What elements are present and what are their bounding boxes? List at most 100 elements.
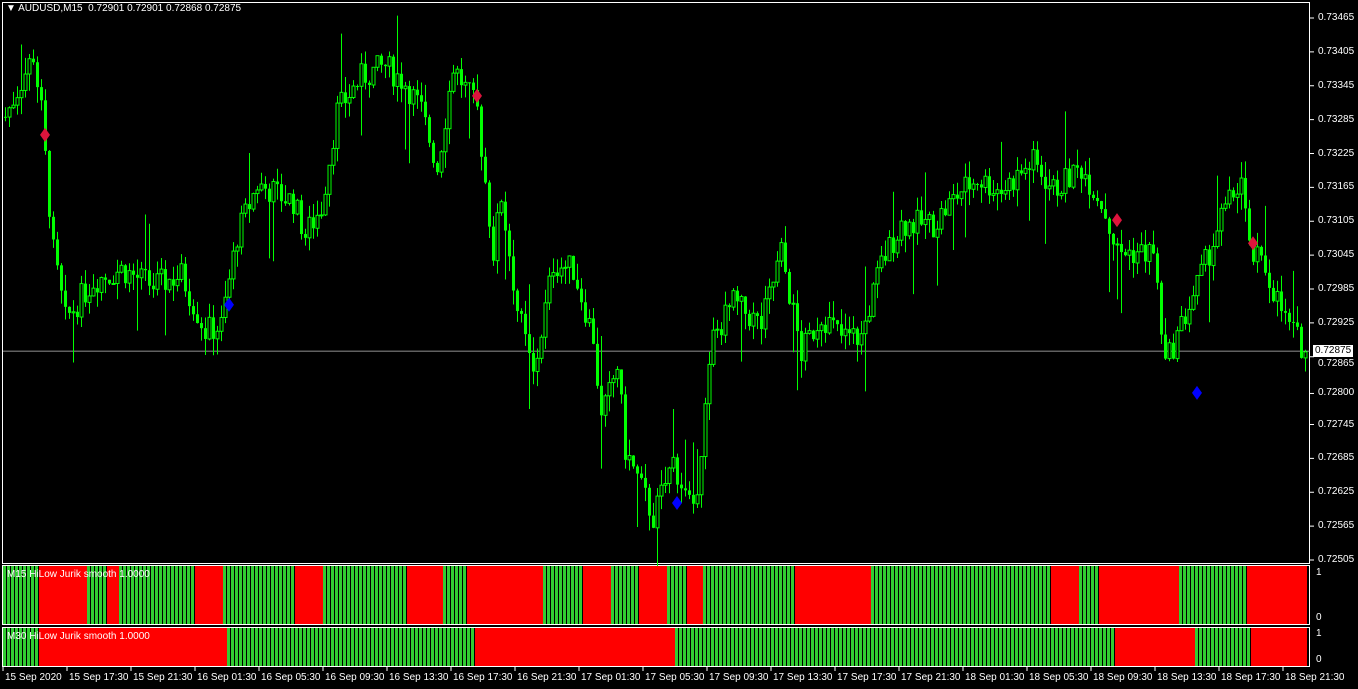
indicator-bar xyxy=(979,628,983,666)
candle-body xyxy=(1175,330,1180,360)
indicator-bar xyxy=(643,628,647,666)
indicator-bar xyxy=(863,628,867,666)
indicator-bar xyxy=(731,628,735,666)
indicator-bar xyxy=(783,566,787,624)
candle-body xyxy=(875,267,880,285)
indicator-bar xyxy=(59,566,63,624)
indicator-bar xyxy=(139,566,143,624)
indicator-bar xyxy=(995,628,999,666)
indicator-bar xyxy=(211,566,215,624)
indicator-bar xyxy=(331,628,335,666)
candle-body xyxy=(1071,164,1076,188)
candle-body xyxy=(884,256,887,261)
candle-body xyxy=(947,198,952,216)
indicator-bar xyxy=(295,628,299,666)
indicator-bar xyxy=(1299,566,1303,624)
indicator-bar xyxy=(951,566,955,624)
candle-body xyxy=(339,91,344,104)
candle-body xyxy=(1239,177,1244,195)
indicator-bar xyxy=(767,566,771,624)
candle-body xyxy=(1040,164,1043,177)
indicator-bar xyxy=(1115,628,1119,666)
candle-body xyxy=(1260,246,1263,256)
indicator-bar xyxy=(183,566,187,624)
indicator-bar xyxy=(587,566,591,624)
candle-body xyxy=(983,175,988,189)
indicator-bar xyxy=(927,566,931,624)
indicator-bar xyxy=(1119,566,1123,624)
indicator-bar xyxy=(1139,566,1143,624)
indicator-bar xyxy=(195,566,199,624)
candle-body xyxy=(243,203,248,214)
candle-body xyxy=(1059,192,1064,197)
candle-body xyxy=(1015,169,1020,191)
candle-body xyxy=(532,353,535,372)
indicator-bar xyxy=(807,566,811,624)
candle-body xyxy=(627,455,632,461)
indicator-bar xyxy=(619,566,623,624)
indicator-bar xyxy=(439,628,443,666)
candle-body xyxy=(1272,287,1275,302)
candle-body xyxy=(204,328,207,339)
indicator-bar xyxy=(827,566,831,624)
indicator-bar xyxy=(303,566,307,624)
candle-body xyxy=(695,494,700,505)
indicator-bar xyxy=(583,628,587,666)
indicator-bar xyxy=(747,566,751,624)
indicator-bar xyxy=(1055,566,1059,624)
indicator-bar xyxy=(83,628,87,666)
candle-body xyxy=(663,483,668,486)
candle-body xyxy=(935,228,940,238)
time-tick-label: 15 Sep 2020 xyxy=(5,672,62,683)
candle-body xyxy=(1211,246,1216,267)
indicator-bar xyxy=(871,566,875,624)
indicator-bar xyxy=(931,566,935,624)
indicator-bar xyxy=(1007,628,1011,666)
indicator-bar xyxy=(799,628,803,666)
candle-body xyxy=(671,456,676,469)
candle-body xyxy=(460,69,463,86)
indicator-bar xyxy=(1147,566,1151,624)
time-tick-label: 16 Sep 17:30 xyxy=(453,672,513,683)
indicator-bar xyxy=(1063,628,1067,666)
indicator-bar xyxy=(983,566,987,624)
indicator-bar xyxy=(295,566,299,624)
indicator-bar xyxy=(611,566,615,624)
candle-body xyxy=(480,106,483,157)
indicator-bar xyxy=(47,566,51,624)
indicator-bar xyxy=(455,628,459,666)
indicator-bar xyxy=(955,628,959,666)
indicator-bar xyxy=(47,628,51,666)
indicator-bar xyxy=(1079,628,1083,666)
candle-body xyxy=(64,290,67,307)
candle-body xyxy=(295,199,300,215)
indicator-bar xyxy=(1159,566,1163,624)
indicator-bar xyxy=(699,628,703,666)
indicator-bar xyxy=(1187,566,1191,624)
candle-body xyxy=(212,317,215,339)
candle-body xyxy=(7,107,12,118)
indicator-bar xyxy=(15,628,19,666)
indicator-bar xyxy=(1135,628,1139,666)
m15-panel-frame xyxy=(2,565,1310,625)
candle-body xyxy=(796,303,799,332)
time-tick-label: 18 Sep 01:30 xyxy=(965,672,1025,683)
indicator-bar xyxy=(459,628,463,666)
indicator-bar xyxy=(219,628,223,666)
indicator-bar xyxy=(823,628,827,666)
indicator-bar xyxy=(407,628,411,666)
indicator-bar xyxy=(1267,566,1271,624)
indicator-bar xyxy=(783,628,787,666)
candle-body xyxy=(395,73,400,87)
indicator-bar xyxy=(595,628,599,666)
indicator-bar xyxy=(71,566,75,624)
menu-triangle-icon[interactable]: ▼ xyxy=(6,3,16,14)
indicator-bar xyxy=(543,566,547,624)
candle-body xyxy=(807,330,812,334)
indicator-bar xyxy=(807,628,811,666)
indicator-bar xyxy=(627,628,631,666)
indicator-bar xyxy=(255,628,259,666)
candle-body xyxy=(1156,253,1159,283)
candle-body xyxy=(559,267,564,277)
